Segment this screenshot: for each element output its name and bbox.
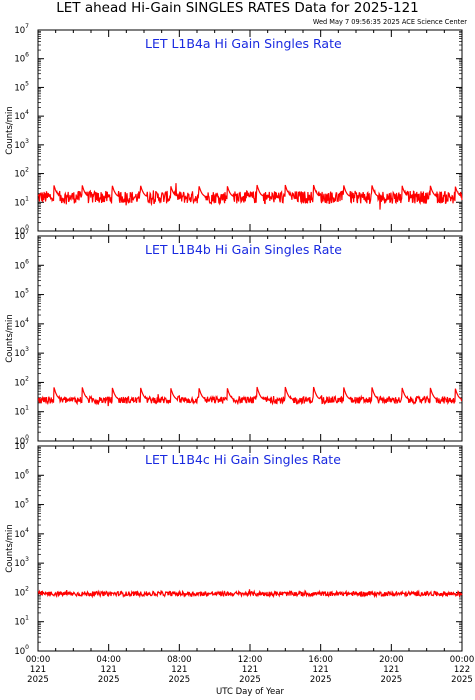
series-line xyxy=(37,589,463,599)
x-tick-label: 121 xyxy=(101,665,117,675)
y-tick-label: 102 xyxy=(14,585,29,598)
y-tick-label: 107 xyxy=(14,23,29,36)
series-line xyxy=(37,386,463,407)
y-tick-label: 102 xyxy=(14,167,29,180)
x-tick-label: 16:00 xyxy=(308,655,333,665)
x-tick-label: 121 xyxy=(313,665,329,675)
y-tick-label: 102 xyxy=(14,375,29,388)
panel-title: LET L1B4b Hi Gain Singles Rate xyxy=(145,242,342,257)
x-tick-label: 20:00 xyxy=(379,655,404,665)
y-tick-label: 100 xyxy=(14,224,29,237)
x-tick-label: 2025 xyxy=(239,675,261,685)
x-tick-label: 08:00 xyxy=(167,655,192,665)
x-tick-label: 2025 xyxy=(98,675,120,685)
panel-title: LET L1B4a Hi Gain Singles Rate xyxy=(145,36,342,51)
y-axis-label: Counts/min xyxy=(5,524,15,573)
y-tick-label: 104 xyxy=(14,527,29,540)
x-axis-label: UTC Day of Year xyxy=(216,687,284,697)
generation-timestamp: Wed May 7 09:56:35 2025 ACE Science Cent… xyxy=(312,18,467,26)
y-tick-label: 100 xyxy=(14,644,29,657)
plot-frame xyxy=(37,235,463,442)
x-tick-label: 04:00 xyxy=(96,655,121,665)
x-tick-label: 00:00 xyxy=(26,655,51,665)
y-tick-label: 105 xyxy=(14,288,29,301)
plot-frame xyxy=(37,445,463,652)
y-tick-label: 106 xyxy=(14,52,29,65)
panel-1: 100 101 102 103 104 105 106 107 Counts/min LET L1… xyxy=(5,229,463,447)
x-tick-label: 2025 xyxy=(381,675,403,685)
y-tick-label: 103 xyxy=(14,138,29,151)
y-tick-label: 104 xyxy=(14,109,29,122)
panel-2: 100 101 102 103 104 105 106 107 Counts/min LET L1… xyxy=(5,439,463,657)
x-tick-label: 2025 xyxy=(27,675,49,685)
y-tick-label: 103 xyxy=(14,556,29,569)
y-tick-label: 101 xyxy=(14,615,29,628)
panel-0: 100 101 102 103 104 105 106 107 Counts/min LET L1… xyxy=(5,23,463,237)
x-tick-label: 12:00 xyxy=(238,655,263,665)
y-tick-label: 101 xyxy=(14,195,29,208)
y-tick-label: 107 xyxy=(14,229,29,242)
x-tick-label: 2025 xyxy=(169,675,191,685)
panel-title: LET L1B4c Hi Gain Singles Rate xyxy=(145,452,341,467)
x-tick-label: 121 xyxy=(383,665,399,675)
x-tick-label: 00:00 xyxy=(450,655,475,665)
y-tick-label: 105 xyxy=(14,498,29,511)
x-tick-label: 121 xyxy=(30,665,46,675)
x-tick-label: 2025 xyxy=(310,675,332,685)
y-tick-label: 106 xyxy=(14,468,29,481)
y-axis-label: Counts/min xyxy=(5,106,15,155)
y-tick-label: 100 xyxy=(14,434,29,447)
y-tick-label: 104 xyxy=(14,317,29,330)
series-line xyxy=(37,183,463,210)
x-tick-label: 2025 xyxy=(451,675,473,685)
x-tick-label: 121 xyxy=(242,665,258,675)
x-tick-label: 122 xyxy=(454,665,470,675)
y-tick-label: 107 xyxy=(14,439,29,452)
chart-main-title: LET ahead Hi-Gain SINGLES RATES Data for… xyxy=(56,0,419,16)
y-tick-label: 105 xyxy=(14,80,29,93)
y-tick-label: 101 xyxy=(14,405,29,418)
x-tick-label: 121 xyxy=(171,665,187,675)
y-axis-label: Counts/min xyxy=(5,314,15,363)
y-tick-label: 106 xyxy=(14,258,29,271)
y-tick-label: 103 xyxy=(14,346,29,359)
